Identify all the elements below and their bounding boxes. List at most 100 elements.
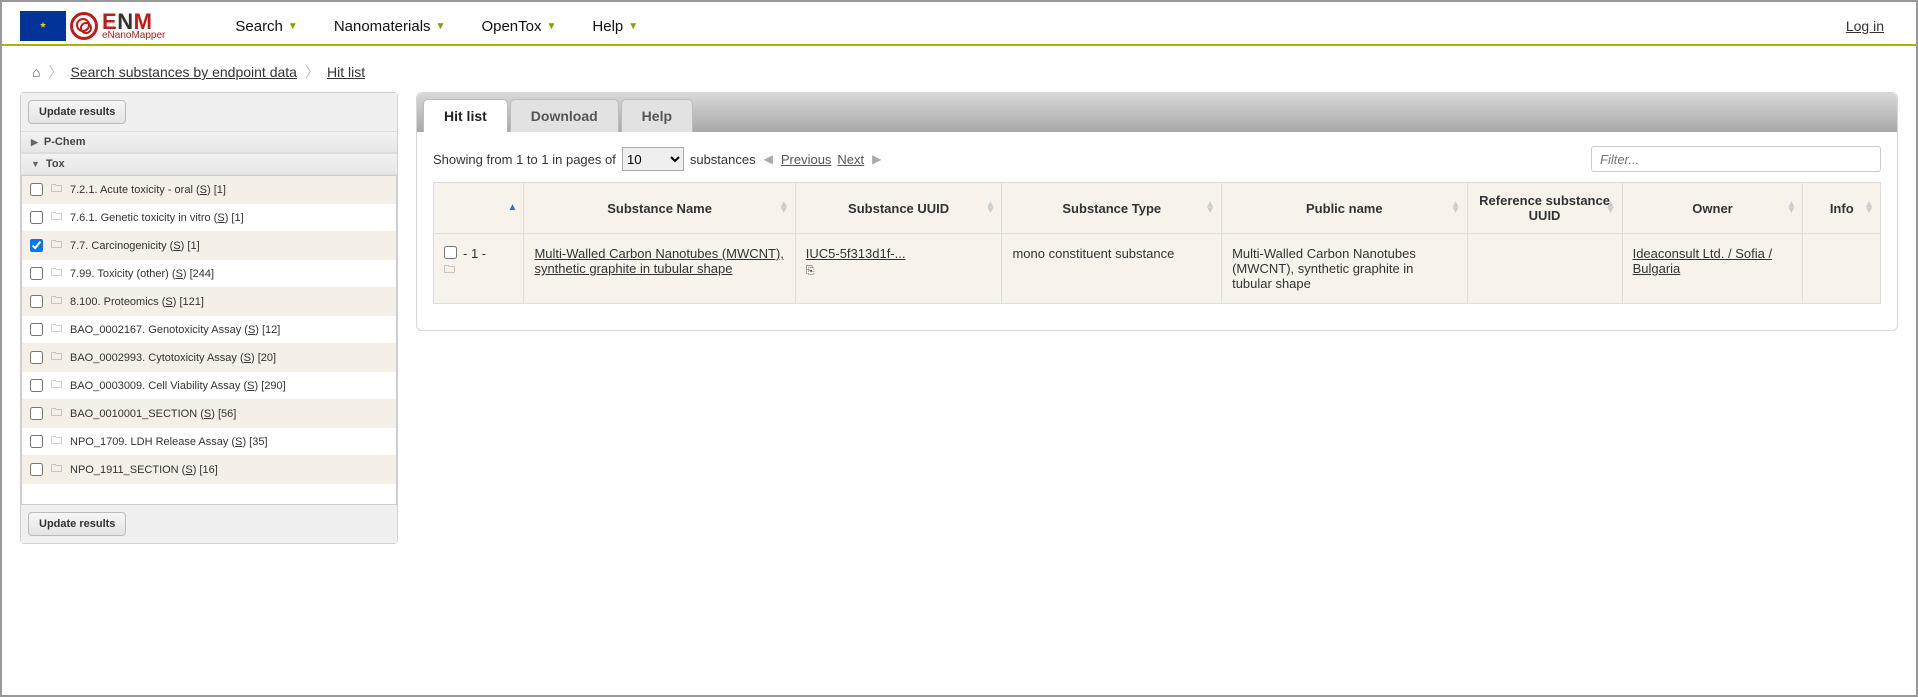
tree-item[interactable]: 🗀 BAO_0002993. Cytotoxicity Assay (S) [20… [22, 344, 396, 372]
nav-search[interactable]: Search▼ [235, 18, 297, 35]
page-size-select[interactable]: 10 [622, 147, 684, 171]
prev-link[interactable]: Previous [781, 152, 832, 167]
folder-icon: 🗀 [51, 404, 62, 423]
caret-down-icon: ▼ [436, 21, 446, 32]
tab-help[interactable]: Help [621, 99, 693, 132]
eu-flag-icon: ⋆ [20, 11, 66, 41]
tree-checkbox[interactable] [30, 379, 43, 392]
results-table: ▲ Substance Name▲▼ Substance UUID▲▼ Subs… [433, 182, 1881, 304]
pager-text-post: substances [690, 152, 756, 167]
caret-down-icon: ▼ [628, 21, 638, 32]
col-substance-name[interactable]: Substance Name▲▼ [524, 183, 795, 234]
col-substance-uuid[interactable]: Substance UUID▲▼ [795, 183, 1002, 234]
caret-down-icon: ▼ [546, 21, 556, 32]
folder-icon: 🗀 [51, 208, 62, 227]
tree-checkbox[interactable] [30, 183, 43, 196]
tab-bar: Hit list Download Help [417, 93, 1897, 132]
accordion-tox[interactable]: ▼Tox [21, 153, 397, 175]
next-link[interactable]: Next [837, 152, 864, 167]
update-results-button[interactable]: Update results [28, 100, 126, 124]
main-nav: Search▼ Nanomaterials▼ OpenTox▼ Help▼ [235, 18, 1845, 35]
pager: Showing from 1 to 1 in pages of 10 subst… [433, 146, 1881, 172]
breadcrumb: ⌂ 〉 Search substances by endpoint data 〉… [2, 46, 1916, 92]
folder-icon: 🗀 [51, 348, 62, 367]
tab-hitlist[interactable]: Hit list [423, 99, 508, 132]
col-owner[interactable]: Owner▲▼ [1622, 183, 1803, 234]
tree-checkbox[interactable] [30, 211, 43, 224]
copy-icon[interactable]: ⎘ [806, 265, 815, 278]
col-substance-type[interactable]: Substance Type▲▼ [1002, 183, 1222, 234]
tree-item[interactable]: 🗀 BAO_0003009. Cell Viability Assay (S) [… [22, 372, 396, 400]
next-arrow-icon[interactable]: ▶ [870, 152, 883, 166]
tree-item[interactable]: 🗀 7.99. Toxicity (other) (S) [244] [22, 260, 396, 288]
tree-checkbox[interactable] [30, 267, 43, 280]
tree-item[interactable]: 🗀8.100. Proteomics (S) [121] [22, 288, 396, 316]
breadcrumb-hitlist[interactable]: Hit list [327, 64, 365, 80]
tree-label: BAO_0003009. Cell Viability Assay (S) [2… [70, 380, 286, 392]
breadcrumb-search[interactable]: Search substances by endpoint data [70, 64, 297, 80]
triangle-down-icon: ▼ [31, 159, 40, 169]
prev-arrow-icon[interactable]: ◀ [762, 152, 775, 166]
folder-icon: 🗀 [51, 236, 62, 255]
ref-uuid [1467, 234, 1622, 304]
tree-checkbox[interactable] [30, 295, 43, 308]
breadcrumb-sep-icon: 〉 [48, 62, 62, 82]
tree-item[interactable]: 🗀 7.6.1. Genetic toxicity in vitro (S) [1… [22, 204, 396, 232]
login-link[interactable]: Log in [1846, 18, 1884, 34]
folder-icon: 🗀 [51, 320, 62, 339]
folder-icon: 🗀 [51, 432, 62, 451]
tox-tree: 🗀 7.2.1. Acute toxicity - oral (S) [1] 🗀 7.… [21, 175, 397, 505]
tree-item[interactable]: 🗀 BAO_0010001_SECTION (S) [56] [22, 400, 396, 428]
substance-uuid-link[interactable]: IUC5-5f313d1f-... [806, 246, 906, 261]
folder-icon: 🗀 [51, 264, 62, 283]
top-bar: ⋆ ENM eNanoMapper Search▼ Nanomaterials▼… [2, 2, 1916, 46]
tree-label: 8.100. Proteomics (S) [121] [70, 296, 204, 308]
breadcrumb-sep-icon: 〉 [305, 62, 319, 82]
substance-type: mono constituent substance [1002, 234, 1222, 304]
substance-name-link[interactable]: Multi-Walled Carbon Nanotubes (MWCNT), s… [534, 246, 783, 276]
home-icon[interactable]: ⌂ [32, 64, 40, 80]
table-row: - 1 - 🗀 Multi-Walled Carbon Nanotubes (M… [434, 234, 1881, 304]
logo-text: ENM eNanoMapper [102, 12, 165, 41]
accordion-pchem[interactable]: ▶P-Chem [21, 131, 397, 153]
tree-label: NPO_1911_SECTION (S) [16] [70, 464, 218, 476]
tree-checkbox[interactable] [30, 407, 43, 420]
tree-label: 7.99. Toxicity (other) (S) [244] [70, 268, 214, 280]
filter-sidebar: Update results ▶P-Chem ▼Tox 🗀 7.2.1. Acut… [20, 92, 398, 544]
nav-opentox[interactable]: OpenTox▼ [481, 18, 556, 35]
nav-help[interactable]: Help▼ [592, 18, 638, 35]
tree-label: BAO_0002993. Cytotoxicity Assay (S) [20] [70, 352, 276, 364]
tree-item[interactable]: 🗀 7.2.1. Acute toxicity - oral (S) [1] [22, 176, 396, 204]
folder-icon: 🗀 [51, 376, 62, 395]
tab-download[interactable]: Download [510, 99, 619, 132]
tree-item[interactable]: 🗀 BAO_0002167. Genotoxicity Assay (S) [12… [22, 316, 396, 344]
tree-label: NPO_1709. LDH Release Assay (S) [35] [70, 436, 268, 448]
tree-checkbox[interactable] [30, 435, 43, 448]
col-public-name[interactable]: Public name▲▼ [1222, 183, 1467, 234]
tree-label: BAO_0010001_SECTION (S) [56] [70, 408, 236, 420]
nav-nanomaterials[interactable]: Nanomaterials▼ [334, 18, 446, 35]
tree-item[interactable]: 🗀NPO_1911_SECTION (S) [16] [22, 456, 396, 484]
tree-item[interactable]: 🗀 7.7. Carcinogenicity (S) [1] [22, 232, 396, 260]
triangle-right-icon: ▶ [31, 137, 38, 148]
tree-checkbox[interactable] [30, 239, 43, 252]
tree-label: BAO_0002167. Genotoxicity Assay (S) [12] [70, 324, 280, 336]
main-panel: Hit list Download Help Showing from 1 to… [416, 92, 1898, 331]
col-index[interactable]: ▲ [434, 183, 524, 234]
info-cell [1803, 234, 1881, 304]
folder-icon: 🗀 [51, 180, 62, 199]
filter-input[interactable] [1591, 146, 1881, 172]
update-results-button[interactable]: Update results [28, 512, 126, 536]
tree-label: 7.7. Carcinogenicity (S) [1] [70, 240, 200, 252]
col-ref-uuid[interactable]: Reference substance UUID▲▼ [1467, 183, 1622, 234]
tree-checkbox[interactable] [30, 323, 43, 336]
tree-checkbox[interactable] [30, 351, 43, 364]
folder-icon: 🗀 [444, 264, 455, 276]
tree-label: 7.2.1. Acute toxicity - oral (S) [1] [70, 184, 226, 196]
tree-item[interactable]: 🗀 NPO_1709. LDH Release Assay (S) [35] [22, 428, 396, 456]
owner-link[interactable]: Ideaconsult Ltd. / Sofia / Bulgaria [1633, 246, 1772, 276]
col-info[interactable]: Info▲▼ [1803, 183, 1881, 234]
tree-label: 7.6.1. Genetic toxicity in vitro (S) [1] [70, 212, 244, 224]
row-select-checkbox[interactable] [444, 246, 457, 259]
tree-checkbox[interactable] [30, 463, 43, 476]
